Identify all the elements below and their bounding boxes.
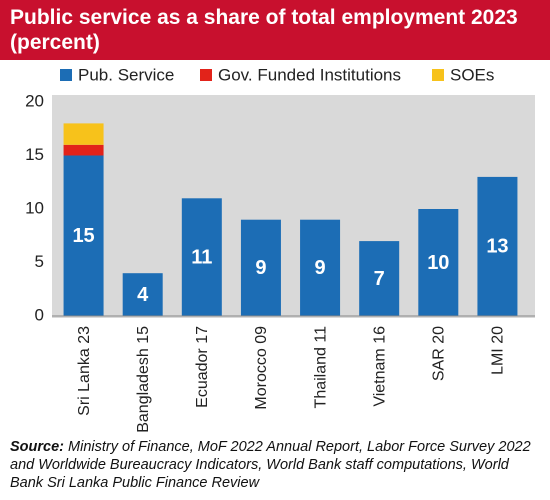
x-tick-label: SAR 20 bbox=[431, 326, 448, 381]
legend-swatch bbox=[432, 69, 444, 81]
source-note: Source: Ministry of Finance, MoF 2022 An… bbox=[10, 438, 540, 492]
x-tick-label: LMI 20 bbox=[490, 326, 507, 375]
bar-segment bbox=[181, 198, 222, 316]
bar-segment bbox=[63, 123, 104, 145]
y-tick-label: 15 bbox=[25, 145, 44, 164]
x-tick-label: Ecuador 17 bbox=[194, 326, 211, 408]
bar-segment bbox=[122, 273, 163, 316]
data-label: 13 bbox=[486, 236, 508, 258]
y-tick-label: 5 bbox=[35, 252, 44, 271]
y-tick-label: 10 bbox=[25, 198, 44, 217]
data-label: 9 bbox=[255, 257, 266, 279]
bar-segment bbox=[418, 209, 459, 316]
y-tick-label: 0 bbox=[35, 305, 44, 324]
x-tick-label: Thailand 11 bbox=[312, 326, 329, 409]
legend-label: Pub. Service bbox=[78, 65, 174, 84]
x-tick-label: Sri Lanka 23 bbox=[76, 326, 93, 416]
x-tick-label: Bangladesh 15 bbox=[135, 326, 152, 433]
data-label: 9 bbox=[315, 257, 326, 279]
bar-segment bbox=[359, 241, 400, 316]
bar-segment bbox=[477, 176, 518, 316]
y-tick-label: 20 bbox=[25, 91, 44, 110]
bar-segment bbox=[63, 155, 104, 316]
title-bar: Public service as a share of total emplo… bbox=[0, 0, 550, 60]
bar-segment bbox=[300, 219, 341, 316]
chart: 0 5 10 15 20 Pub. Service Gov. Funded Institut… bbox=[25, 65, 535, 433]
data-label: 7 bbox=[374, 268, 385, 290]
legend-swatch bbox=[60, 69, 72, 81]
source-label: Source: bbox=[10, 439, 64, 455]
data-label: 15 bbox=[72, 225, 94, 247]
data-label: 4 bbox=[137, 284, 149, 306]
data-label: 10 bbox=[427, 252, 449, 274]
x-tick-label: Morocco 09 bbox=[253, 326, 270, 410]
source-text: Ministry of Finance, MoF 2022 Annual Rep… bbox=[10, 439, 531, 491]
legend-swatch bbox=[200, 69, 212, 81]
bar-segment bbox=[240, 219, 281, 316]
bar-segment bbox=[63, 144, 104, 156]
chart-title: Public service as a share of total emplo… bbox=[10, 6, 518, 54]
x-tick-label: Vietnam 16 bbox=[371, 326, 388, 407]
legend-label: Gov. Funded Institutions bbox=[218, 65, 401, 84]
legend-label: SOEs bbox=[450, 65, 494, 84]
data-label: 11 bbox=[191, 246, 212, 268]
